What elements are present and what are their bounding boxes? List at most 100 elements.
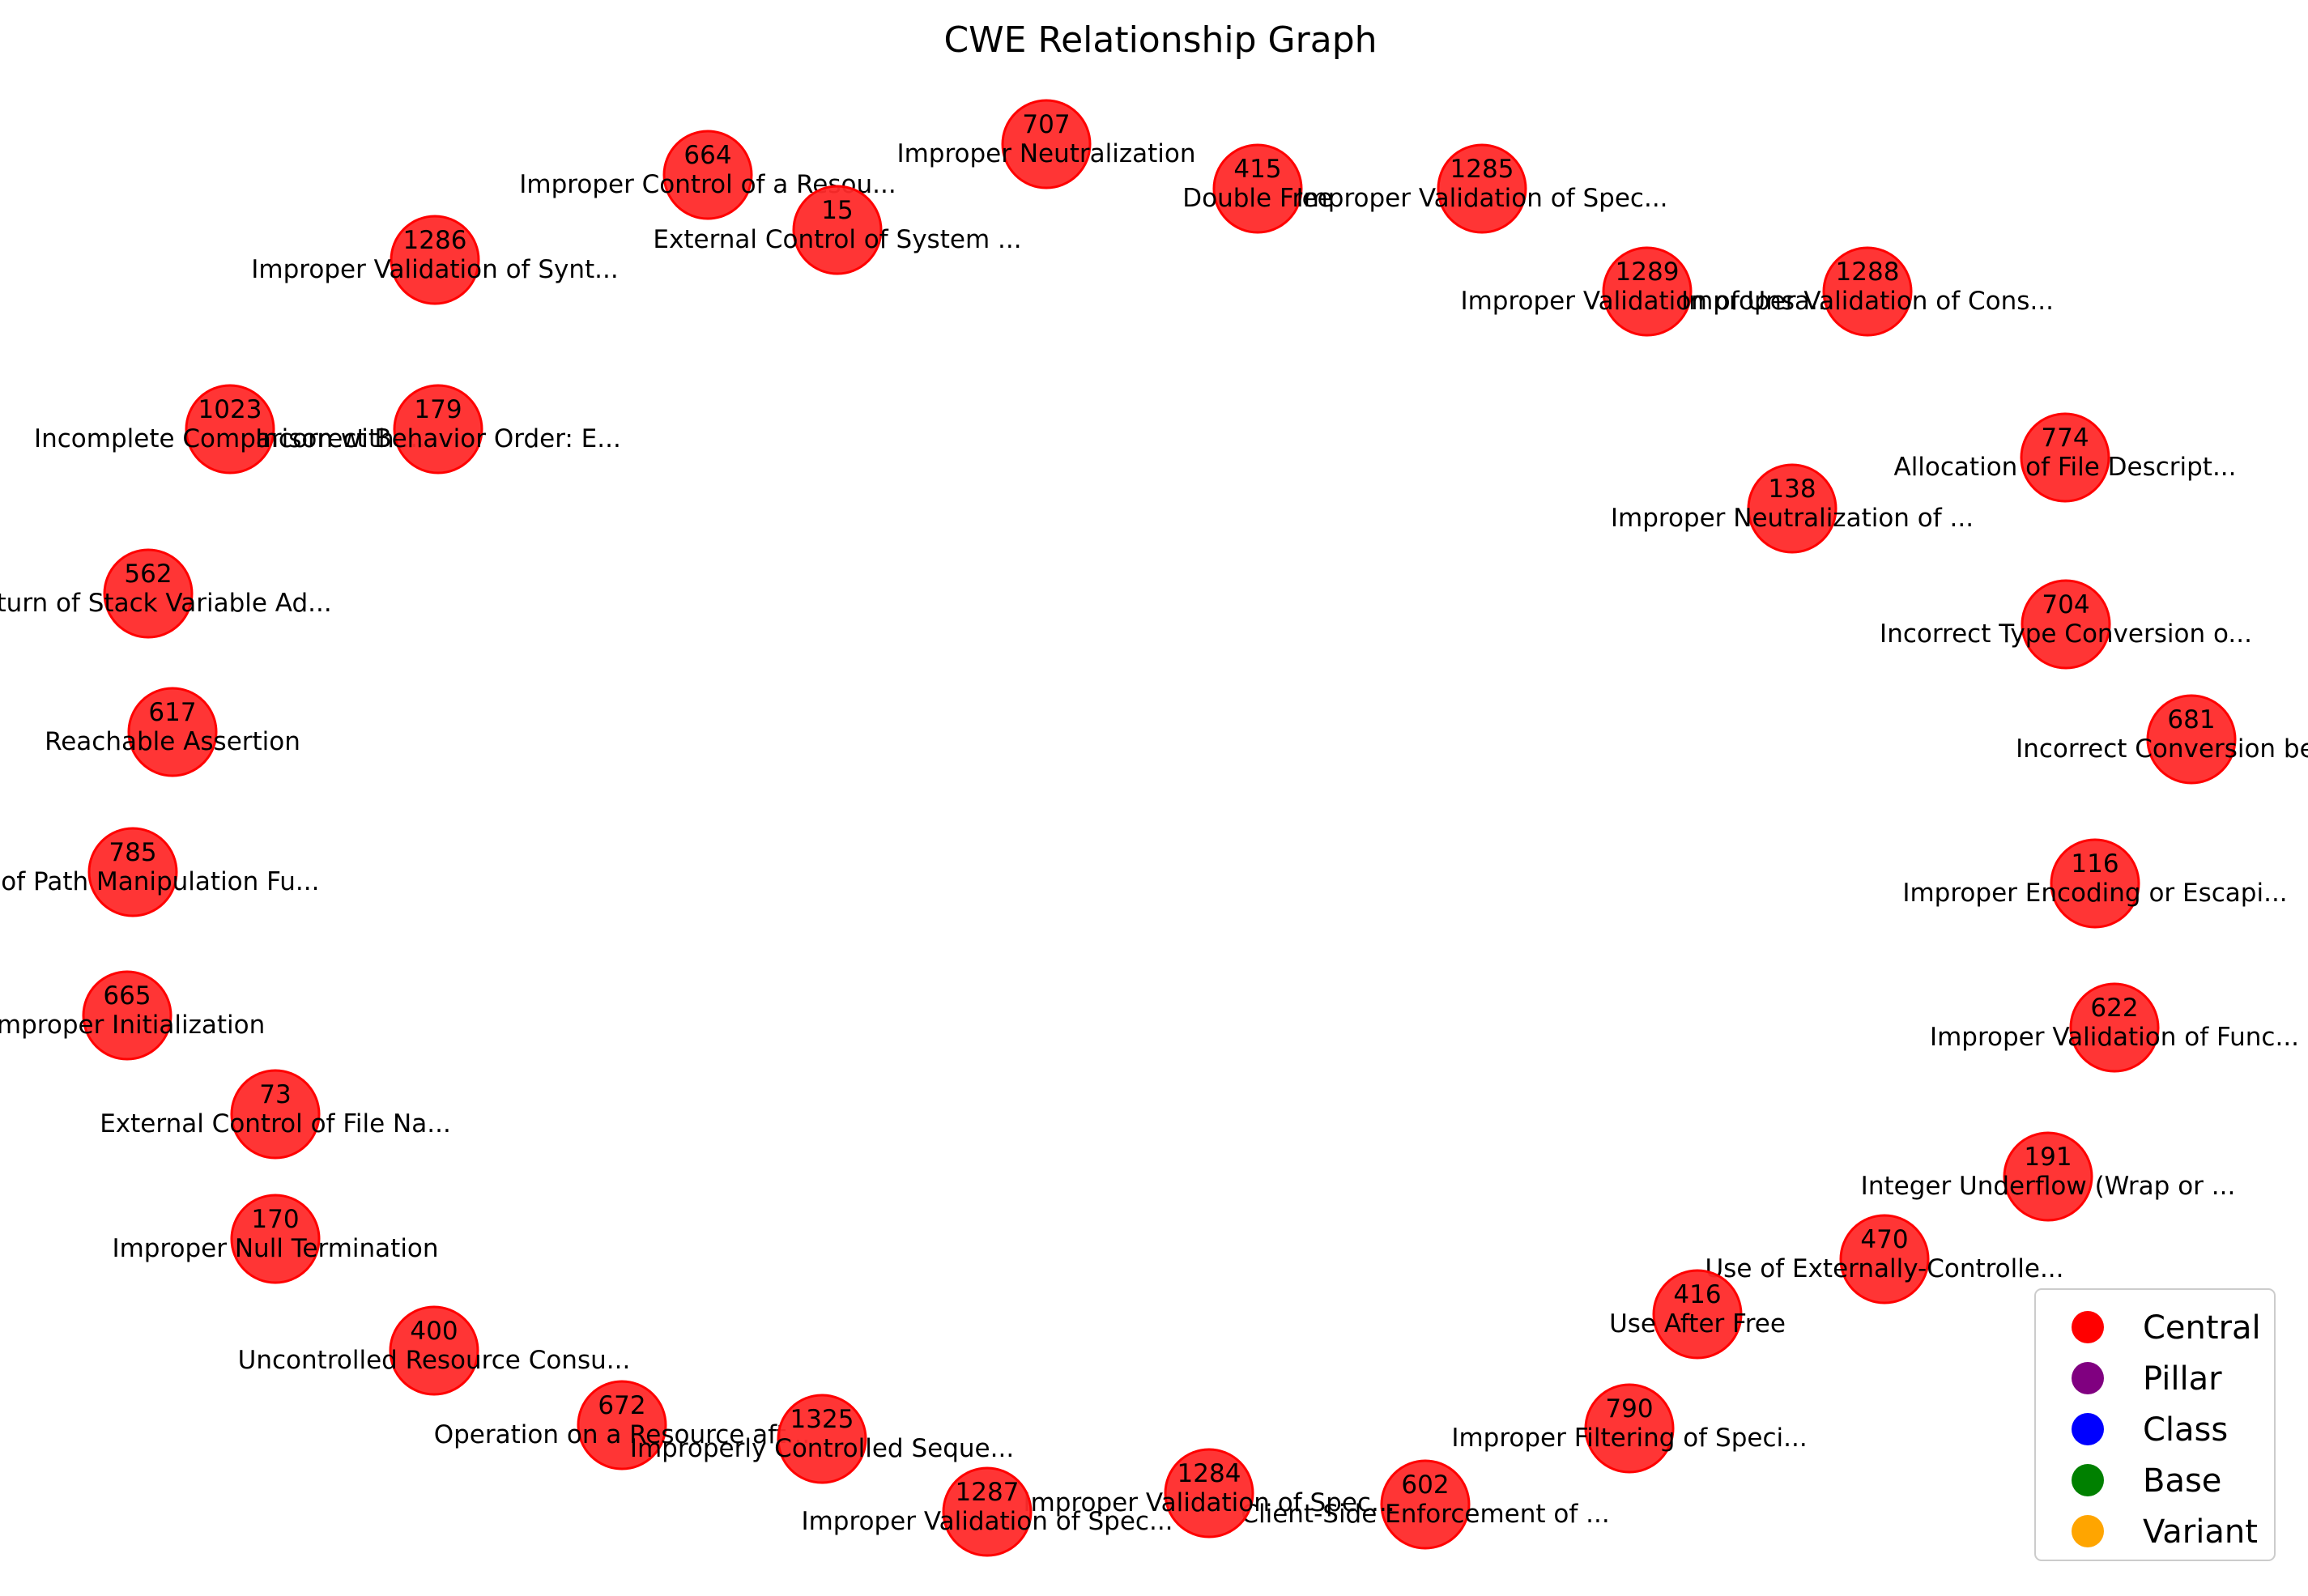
- node-id-label: 664: [683, 141, 731, 170]
- node-name-label: Incorrect Type Conversion o...: [1880, 619, 2252, 649]
- node-id-label: 681: [2167, 705, 2215, 734]
- node-name-label: Uncontrolled Resource Consu...: [238, 1346, 631, 1375]
- node-id-label: 470: [1860, 1225, 1908, 1254]
- node-circle: [230, 1194, 321, 1284]
- node-id-label: 1288: [1836, 257, 1900, 287]
- node-circle: [393, 384, 483, 475]
- node-name-label: Double Free: [1182, 184, 1333, 213]
- node-id-label: 179: [414, 395, 462, 424]
- node-circle: [942, 1466, 1033, 1557]
- node-circle: [103, 548, 194, 639]
- node-id-label: 15: [821, 196, 853, 225]
- node-circle: [1164, 1448, 1254, 1539]
- node-circle: [1602, 246, 1693, 337]
- node-circle: [1380, 1459, 1471, 1550]
- node-id-label: 1286: [403, 226, 467, 255]
- node-circle: [1584, 1383, 1675, 1474]
- node-name-label: Improper Validation of Unsa...: [1460, 287, 1833, 316]
- node-id-label: 1023: [198, 395, 262, 424]
- node-id-label: 617: [148, 698, 196, 727]
- node-circle: [2069, 982, 2160, 1073]
- node-circle: [185, 384, 275, 475]
- node-name-label: Improper Filtering of Speci...: [1451, 1424, 1807, 1453]
- node-name-label: External Control of System ...: [653, 225, 1021, 254]
- node-id-label: 707: [1022, 110, 1070, 139]
- legend-label: Central: [2143, 1309, 2261, 1347]
- legend-swatch: [2072, 1362, 2104, 1394]
- node-circle: [1747, 463, 1837, 554]
- node-name-label: Improper Neutralization of ...: [1611, 504, 1974, 533]
- node-name-label: Improper Validation of Spec...: [1296, 184, 1667, 213]
- node-name-label: Improperly Controlled Seque...: [630, 1434, 1014, 1463]
- node-name-label: Improper Initialization: [0, 1011, 265, 1040]
- node-circle: [2146, 694, 2237, 785]
- node-id-label: 774: [2041, 423, 2089, 453]
- node-name-label: Return of Stack Variable Ad...: [0, 589, 332, 618]
- node-circle: [662, 130, 753, 220]
- node-name-label: Client-Side Enforcement of ...: [1241, 1500, 1609, 1529]
- node-circle: [82, 970, 172, 1061]
- node-id-label: 665: [103, 981, 151, 1011]
- node-name-label: Reachable Assertion: [45, 727, 300, 756]
- node-name-label: Integer Underflow (Wrap or ...: [1861, 1172, 2236, 1201]
- legend-entry: Variant: [2072, 1513, 2258, 1551]
- node-id-label: 138: [1768, 475, 1816, 504]
- node-id-label: 116: [2071, 849, 2119, 879]
- legend: Central Pillar Class Base Variant: [2034, 1288, 2276, 1561]
- graph-title: CWE Relationship Graph: [943, 19, 1377, 61]
- node-id-label: 416: [1673, 1280, 1721, 1309]
- node-name-label: Incomplete Comparison with ...: [34, 424, 426, 453]
- node-circle: [792, 185, 883, 275]
- node-id-label: 1287: [956, 1478, 1020, 1507]
- node-name-label: Improper Validation of Synt...: [251, 255, 618, 284]
- node-circle: [777, 1394, 867, 1484]
- node-id-label: 672: [598, 1391, 645, 1420]
- node-circle: [2020, 412, 2110, 503]
- node-name-label: Improper Validation of Func...: [1930, 1023, 2299, 1052]
- node-name-label: Improper Null Termination: [112, 1234, 438, 1263]
- node-name-label: Improper Validation of Cons...: [1681, 287, 2054, 316]
- node-circle: [577, 1380, 667, 1470]
- node-circle: [1001, 99, 1092, 189]
- legend-label: Pillar: [2143, 1360, 2222, 1398]
- legend-label: Class: [2143, 1411, 2228, 1449]
- legend-entry: Class: [2072, 1411, 2228, 1449]
- node-id-label: 790: [1605, 1394, 1653, 1424]
- node-id-label: 170: [251, 1205, 299, 1234]
- legend-entry: Pillar: [2072, 1360, 2222, 1398]
- node-id-label: 562: [124, 560, 172, 589]
- node-name-label: Allocation of File Descript...: [1893, 453, 2236, 482]
- node-id-label: 1285: [1450, 155, 1514, 184]
- legend-swatch: [2072, 1464, 2104, 1496]
- node-name-label: Improper Validation of Spec...: [1023, 1488, 1395, 1517]
- node-id-label: 602: [1401, 1470, 1449, 1500]
- node-circle: [2050, 838, 2140, 929]
